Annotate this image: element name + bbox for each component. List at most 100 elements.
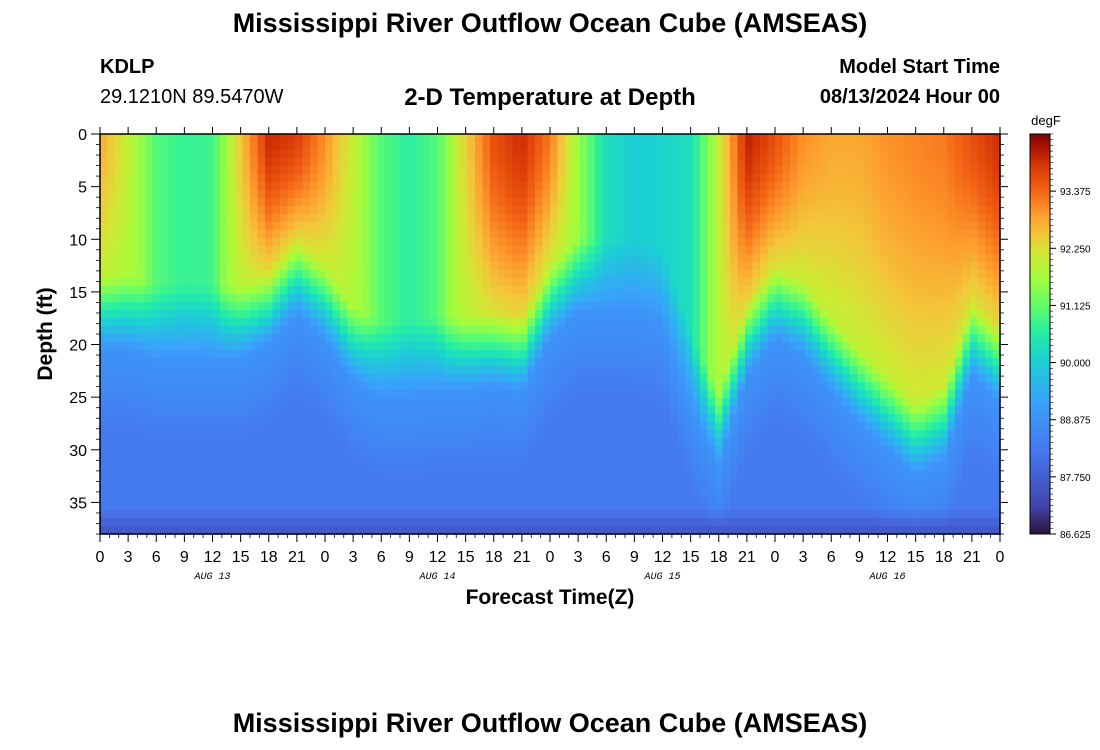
- heatmap-cell: [587, 510, 596, 519]
- heatmap-cell: [400, 406, 409, 415]
- heatmap-cell: [332, 478, 341, 487]
- heatmap-cell: [587, 470, 596, 479]
- heatmap-cell: [602, 270, 611, 279]
- heatmap-cell: [610, 326, 619, 335]
- heatmap-cell: [317, 438, 326, 447]
- heatmap-cell: [422, 150, 431, 159]
- heatmap-cell: [512, 310, 521, 319]
- heatmap-cell: [385, 262, 394, 271]
- heatmap-cell: [812, 166, 821, 175]
- heatmap-cell: [460, 398, 469, 407]
- heatmap-cell: [295, 158, 304, 167]
- heatmap-cell: [250, 526, 259, 535]
- heatmap-cell: [632, 510, 641, 519]
- heatmap-cell: [257, 358, 266, 367]
- heatmap-cell: [730, 398, 739, 407]
- heatmap-cell: [707, 358, 716, 367]
- heatmap-cell: [100, 454, 109, 463]
- heatmap-cell: [482, 206, 491, 215]
- heatmap-cell: [625, 438, 634, 447]
- heatmap-cell: [362, 278, 371, 287]
- heatmap-cell: [490, 142, 499, 151]
- heatmap-cell: [812, 510, 821, 519]
- heatmap-cell: [152, 486, 161, 495]
- heatmap-cell: [520, 382, 529, 391]
- heatmap-cell: [670, 262, 679, 271]
- heatmap-cell: [227, 350, 236, 359]
- heatmap-cell: [205, 494, 214, 503]
- heatmap-cell: [347, 142, 356, 151]
- heatmap-cell: [662, 310, 671, 319]
- heatmap-cell: [452, 222, 461, 231]
- heatmap-cell: [842, 262, 851, 271]
- heatmap-cell: [587, 238, 596, 247]
- heatmap-cell: [842, 326, 851, 335]
- heatmap-cell: [730, 198, 739, 207]
- heatmap-cell: [700, 206, 709, 215]
- heatmap-cell: [295, 214, 304, 223]
- heatmap-cell: [595, 502, 604, 511]
- heatmap-cell: [250, 398, 259, 407]
- heatmap-cell: [677, 286, 686, 295]
- heatmap-cell: [512, 166, 521, 175]
- heatmap-cell: [362, 510, 371, 519]
- heatmap-cell: [565, 206, 574, 215]
- heatmap-cell: [205, 518, 214, 527]
- heatmap-cell: [520, 342, 529, 351]
- heatmap-cell: [445, 494, 454, 503]
- heatmap-cell: [572, 174, 581, 183]
- heatmap-cell: [737, 158, 746, 167]
- heatmap-cell: [370, 182, 379, 191]
- heatmap-cell: [467, 342, 476, 351]
- heatmap-cell: [505, 198, 514, 207]
- heatmap-cell: [137, 238, 146, 247]
- heatmap-cell: [842, 390, 851, 399]
- heatmap-cell: [175, 390, 184, 399]
- heatmap-cell: [287, 470, 296, 479]
- heatmap-cell: [572, 166, 581, 175]
- heatmap-cell: [362, 422, 371, 431]
- heatmap-cell: [220, 350, 229, 359]
- heatmap-cell: [550, 230, 559, 239]
- heatmap-cell: [310, 486, 319, 495]
- heatmap-cell: [707, 142, 716, 151]
- heatmap-cell: [617, 158, 626, 167]
- heatmap-cell: [310, 470, 319, 479]
- heatmap-cell: [565, 502, 574, 511]
- heatmap-cell: [827, 134, 836, 143]
- heatmap-cell: [490, 478, 499, 487]
- heatmap-cell: [392, 142, 401, 151]
- heatmap-cell: [160, 430, 169, 439]
- heatmap-cell: [302, 342, 311, 351]
- heatmap-cell: [227, 334, 236, 343]
- heatmap-cell: [137, 158, 146, 167]
- heatmap-cell: [700, 382, 709, 391]
- heatmap-cell: [827, 206, 836, 215]
- heatmap-cell: [175, 398, 184, 407]
- heatmap-cell: [445, 342, 454, 351]
- heatmap-cell: [820, 494, 829, 503]
- heatmap-cell: [640, 478, 649, 487]
- heatmap-cell: [392, 382, 401, 391]
- heatmap-cell: [430, 454, 439, 463]
- heatmap-cell: [617, 390, 626, 399]
- heatmap-cell: [640, 198, 649, 207]
- heatmap-cell: [347, 334, 356, 343]
- heatmap-cell: [797, 222, 806, 231]
- heatmap-cell: [587, 294, 596, 303]
- heatmap-cell: [370, 406, 379, 415]
- heatmap-cell: [250, 206, 259, 215]
- heatmap-cell: [692, 382, 701, 391]
- heatmap-cell: [655, 342, 664, 351]
- heatmap-cell: [317, 502, 326, 511]
- heatmap-cell: [490, 326, 499, 335]
- heatmap-cell: [145, 494, 154, 503]
- heatmap-cell: [167, 334, 176, 343]
- heatmap-cell: [775, 278, 784, 287]
- heatmap-cell: [827, 270, 836, 279]
- heatmap-cell: [625, 222, 634, 231]
- heatmap-cell: [550, 166, 559, 175]
- heatmap-cell: [640, 302, 649, 311]
- heatmap-cell: [400, 382, 409, 391]
- heatmap-cell: [677, 510, 686, 519]
